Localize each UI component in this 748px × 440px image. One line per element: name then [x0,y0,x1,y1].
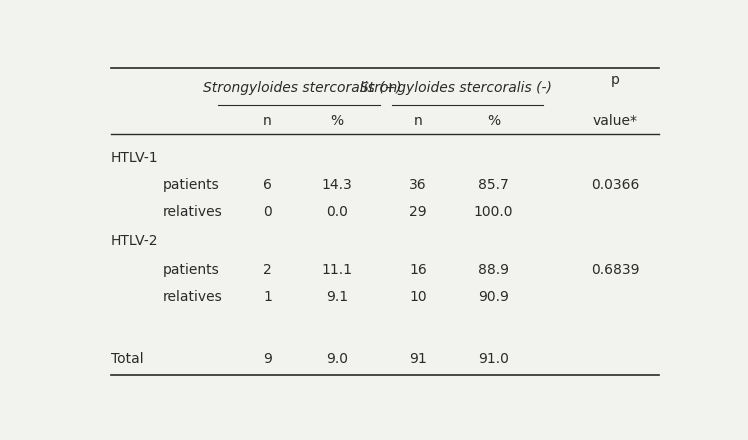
Text: 11.1: 11.1 [322,263,352,277]
Text: 6: 6 [263,178,272,192]
Text: %: % [487,114,500,128]
Text: Strongyloides stercoralis (-): Strongyloides stercoralis (-) [360,81,552,95]
Text: 16: 16 [409,263,427,277]
Text: 91.0: 91.0 [478,352,509,367]
Text: Total: Total [111,352,144,367]
Text: %: % [331,114,343,128]
Text: n: n [263,114,272,128]
Text: 2: 2 [263,263,272,277]
Text: Strongyloides stercoralis (+): Strongyloides stercoralis (+) [203,81,402,95]
Text: 9.1: 9.1 [326,290,348,304]
Text: 90.9: 90.9 [478,290,509,304]
Text: 9.0: 9.0 [326,352,348,367]
Text: p: p [611,73,619,87]
Text: 29: 29 [409,205,427,219]
Text: 9: 9 [263,352,272,367]
Text: 10: 10 [409,290,427,304]
Text: HTLV-1: HTLV-1 [111,151,159,165]
Text: 100.0: 100.0 [473,205,513,219]
Text: 88.9: 88.9 [478,263,509,277]
Text: value*: value* [592,114,638,128]
Text: relatives: relatives [163,205,223,219]
Text: 91: 91 [409,352,427,367]
Text: relatives: relatives [163,290,223,304]
Text: n: n [414,114,423,128]
Text: HTLV-2: HTLV-2 [111,234,159,248]
Text: 1: 1 [263,290,272,304]
Text: patients: patients [163,178,220,192]
Text: 0.6839: 0.6839 [591,263,640,277]
Text: 0.0366: 0.0366 [591,178,640,192]
Text: 14.3: 14.3 [322,178,352,192]
Text: 85.7: 85.7 [478,178,509,192]
Text: 0: 0 [263,205,272,219]
Text: patients: patients [163,263,220,277]
Text: 0.0: 0.0 [326,205,348,219]
Text: 36: 36 [409,178,427,192]
